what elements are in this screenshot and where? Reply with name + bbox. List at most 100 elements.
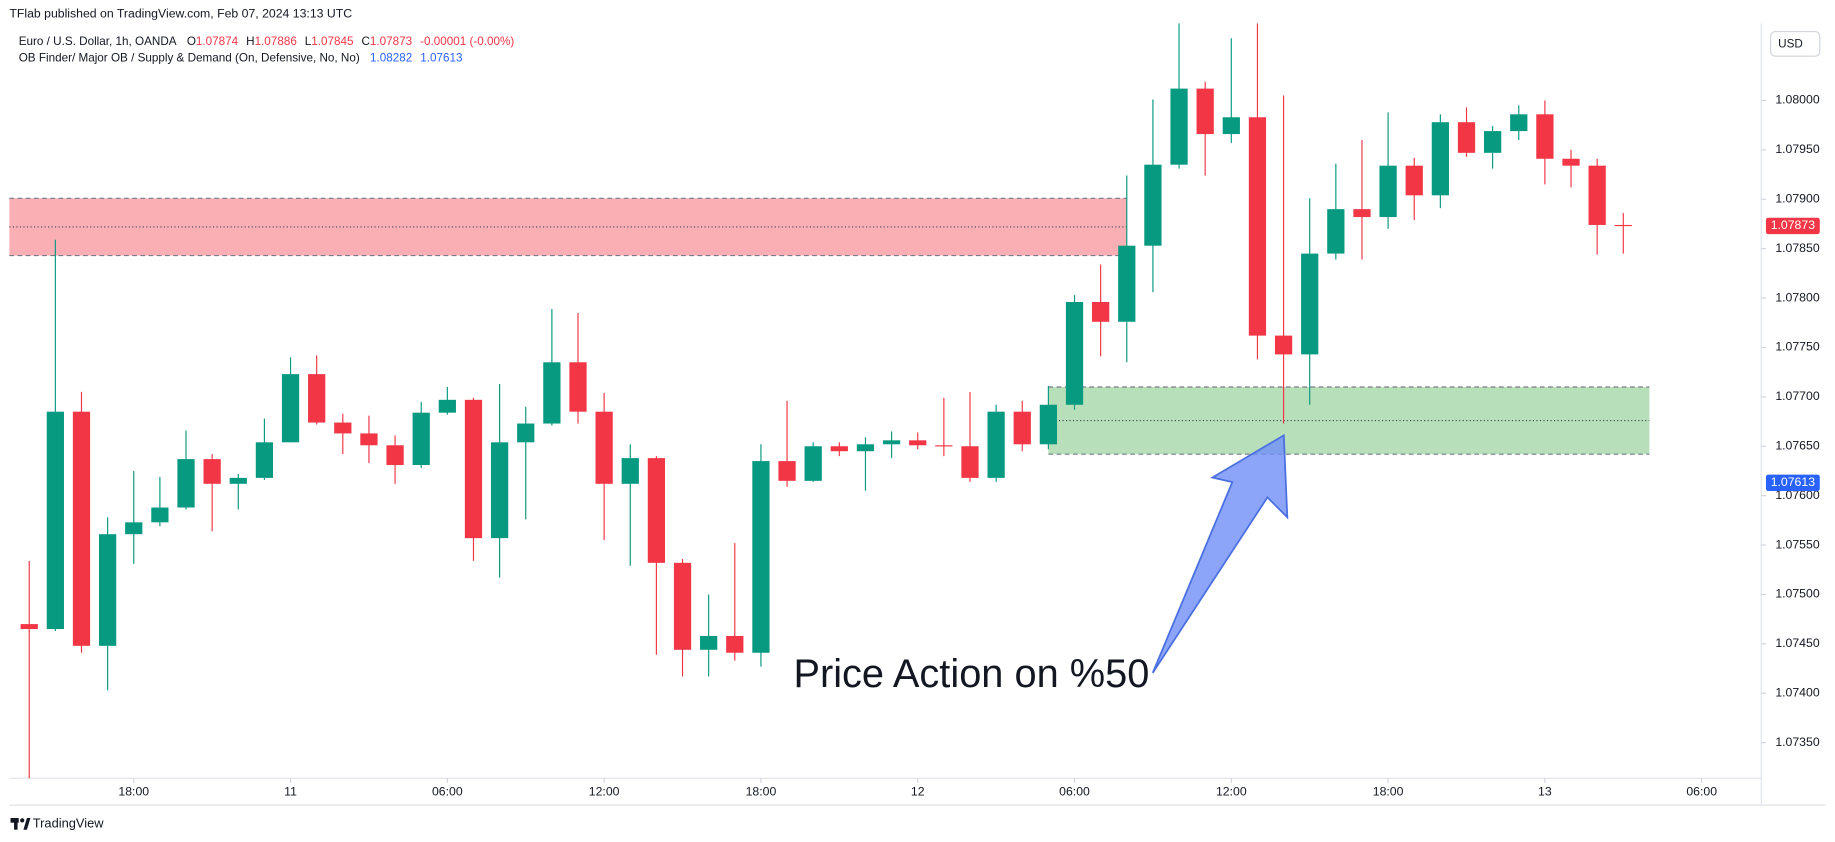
candle-body xyxy=(1039,404,1058,445)
x-tick-label: 06:00 xyxy=(1686,785,1717,799)
candle-body xyxy=(1536,114,1554,159)
legend-value: 1.07845 xyxy=(311,35,354,48)
indicator-value: 1.08282 xyxy=(370,52,412,65)
zone xyxy=(1048,386,1650,455)
y-tick-label: 1.07350 xyxy=(1775,735,1820,749)
candle-body xyxy=(229,477,247,484)
legend-value: 1.07886 xyxy=(255,35,297,48)
candle-body xyxy=(856,444,875,452)
candle-body xyxy=(98,534,117,646)
candle-body xyxy=(1562,158,1580,166)
x-tick-label: 06:00 xyxy=(1059,785,1090,799)
y-tick-label: 1.07600 xyxy=(1775,488,1820,502)
candle-body xyxy=(72,411,91,646)
x-tick-label: 11 xyxy=(284,785,297,799)
candle-body xyxy=(1092,302,1110,322)
candle-body xyxy=(1301,253,1319,355)
price-label-bg xyxy=(1765,217,1820,235)
candle-body xyxy=(1588,165,1606,225)
indicator-legend: OB Finder/ Major OB / Supply & Demand (O… xyxy=(19,52,463,65)
candle-body xyxy=(647,458,666,563)
candle-body xyxy=(517,423,535,443)
y-tick-label: 1.07400 xyxy=(1775,686,1820,700)
symbol-name: Euro / U.S. Dollar, 1h, OANDA xyxy=(19,35,177,48)
candle-body xyxy=(778,461,796,481)
candle-body xyxy=(203,459,221,484)
candle-body xyxy=(308,374,326,423)
x-tick-label: 18:00 xyxy=(1373,785,1404,799)
legend-prefix: L xyxy=(305,35,312,48)
x-tick-label: 18:00 xyxy=(118,785,149,799)
publisher-line: TFlab published on TradingView.com, Feb … xyxy=(9,6,352,20)
candle-body xyxy=(673,562,692,650)
candle-body xyxy=(151,507,169,523)
candle-body xyxy=(1431,122,1449,196)
candle-body xyxy=(1510,114,1528,132)
x-tick-label: 12:00 xyxy=(589,785,620,799)
candle-body xyxy=(961,446,979,478)
price-label: 1.07613 xyxy=(1771,475,1816,489)
y-tick-label: 1.07450 xyxy=(1775,636,1820,650)
candle-body xyxy=(804,446,822,481)
candle-body xyxy=(621,458,639,484)
x-tick-label: 12:00 xyxy=(1216,785,1247,799)
y-tick-label: 1.07850 xyxy=(1775,241,1820,255)
x-tick-label: 13 xyxy=(1538,785,1552,799)
candle-body xyxy=(1170,88,1188,165)
candle-body xyxy=(386,445,404,466)
candle-body xyxy=(700,635,718,650)
candle-body xyxy=(543,362,561,424)
y-tick-label: 1.07650 xyxy=(1775,439,1820,453)
candle-body xyxy=(935,445,953,447)
y-tick-label: 1.07900 xyxy=(1775,192,1820,206)
y-tick-label: 1.07700 xyxy=(1775,389,1820,403)
candle-body xyxy=(1405,165,1423,196)
candle-body xyxy=(987,411,1005,478)
candle-body xyxy=(1222,117,1240,135)
plot-area: 1.07350 1.07400 1.07450 1.07500 1.07550 1.076… xyxy=(9,23,1820,799)
indicator-name: OB Finder/ Major OB / Supply & Demand (O… xyxy=(19,52,360,65)
candle-body xyxy=(46,411,64,630)
y-tick-label: 1.07950 xyxy=(1775,142,1820,156)
brand-logo xyxy=(10,818,31,830)
y-tick-label: 1.07550 xyxy=(1775,537,1820,551)
candle-body xyxy=(1484,131,1502,153)
candle-body xyxy=(490,442,509,539)
candle-body xyxy=(1013,411,1031,445)
candle-body xyxy=(255,442,274,478)
currency-button[interactable] xyxy=(1770,31,1821,57)
candle-body xyxy=(360,433,378,446)
candle-body xyxy=(726,635,744,653)
candle-body xyxy=(412,412,430,466)
brand-name: TradingView xyxy=(33,815,104,830)
legend-change: -0.00001 (-0.00%) xyxy=(420,35,514,48)
candle-body xyxy=(909,440,927,446)
candle-body xyxy=(1379,165,1397,218)
y-tick-label: 1.07500 xyxy=(1775,587,1820,601)
candle-body xyxy=(177,459,195,508)
y-tick-label: 1.07750 xyxy=(1775,340,1820,354)
annotation-text: Price Action on %50 xyxy=(793,652,1149,696)
candle-body xyxy=(334,422,352,434)
candle-body xyxy=(1248,117,1267,336)
x-tick-label: 18:00 xyxy=(746,785,777,799)
candle-body xyxy=(1327,209,1345,254)
candle-body xyxy=(1065,302,1084,405)
legend-value: 1.07874 xyxy=(196,35,239,48)
candle-body xyxy=(438,399,456,413)
candle-body xyxy=(281,374,300,443)
candle-body xyxy=(125,522,143,535)
price-label-bg xyxy=(1765,474,1820,492)
legend-prefix: O xyxy=(187,35,196,48)
candle-body xyxy=(569,362,587,412)
y-tick-label: 1.08000 xyxy=(1775,93,1820,107)
candle-body xyxy=(830,446,848,452)
y-tick-label: 1.07800 xyxy=(1775,290,1820,304)
candle-body xyxy=(1457,122,1476,153)
legend-prefix: C xyxy=(361,35,369,48)
currency-label: USD xyxy=(1778,38,1803,51)
candle-body xyxy=(882,440,901,445)
candle-body xyxy=(595,411,613,484)
